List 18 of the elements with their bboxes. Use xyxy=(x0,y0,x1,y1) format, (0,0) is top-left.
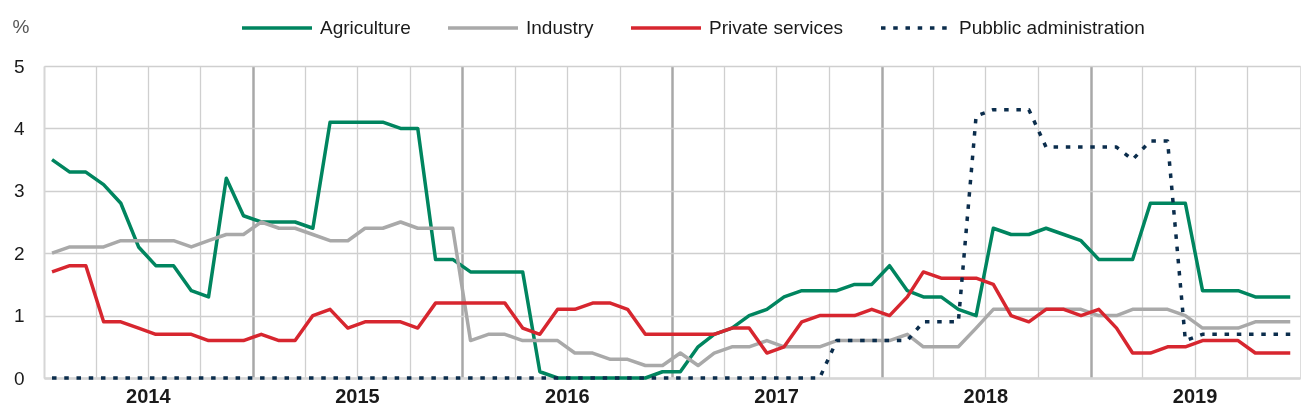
x-tick-label: 2018 xyxy=(963,384,1009,407)
x-tick-label: 2017 xyxy=(754,384,799,407)
legend-label: Agriculture xyxy=(320,17,411,38)
line-series xyxy=(50,263,1293,355)
legend-label: Industry xyxy=(526,17,595,38)
x-tick-label: 2016 xyxy=(545,384,590,407)
y-tick-label: 3 xyxy=(13,180,25,202)
y-tick-label: 1 xyxy=(13,305,25,327)
y-tick-label: 2 xyxy=(13,242,25,264)
legend-label: Private services xyxy=(709,17,844,38)
y-tick-label: 4 xyxy=(13,117,25,139)
x-tick-label: 2015 xyxy=(335,384,380,407)
y-tick-label: 0 xyxy=(13,367,25,389)
y-tick-label: 5 xyxy=(13,55,25,77)
x-tick-label: 2014 xyxy=(126,384,172,407)
x-tick-label: 2019 xyxy=(1172,384,1218,407)
legend-label: Pubblic administration xyxy=(959,17,1145,38)
y-axis-title: % xyxy=(12,15,30,37)
